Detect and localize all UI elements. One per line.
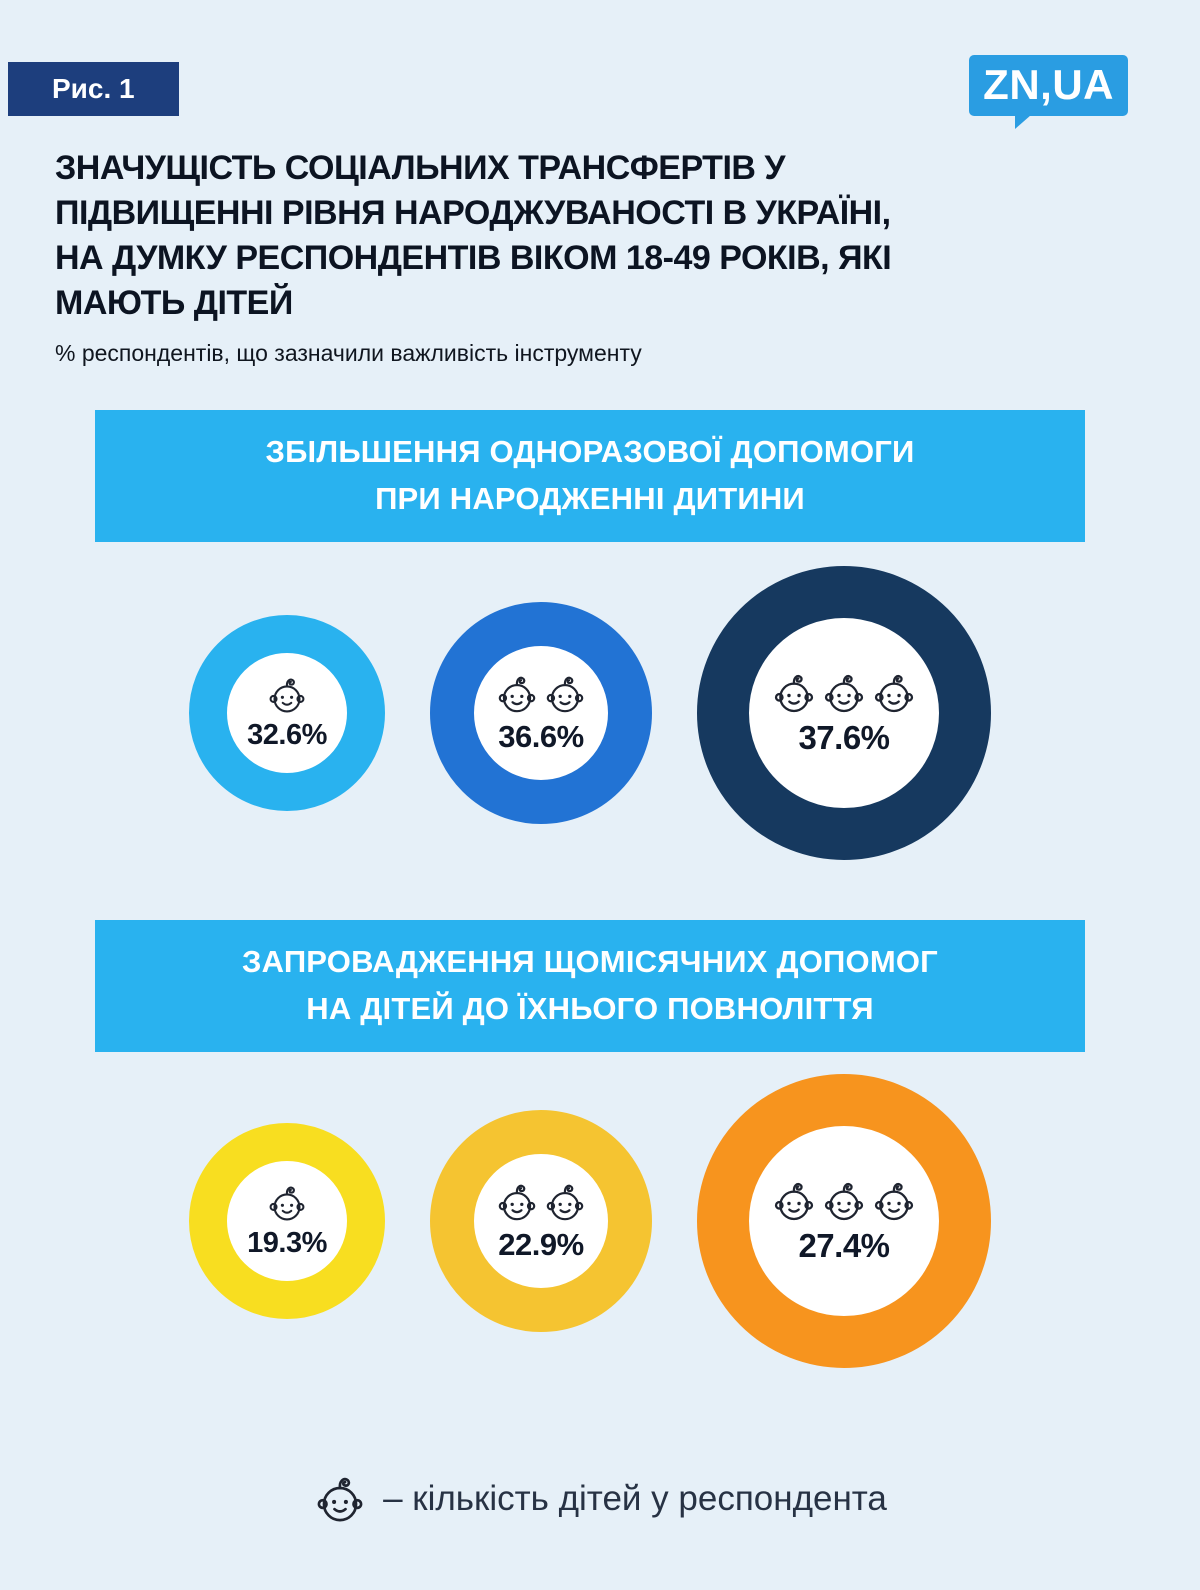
baby-icon bbox=[498, 676, 536, 712]
title-line-2: ПІДВИЩЕННІ РІВНЯ НАРОДЖУВАНОСТІ В УКРАЇН… bbox=[55, 193, 891, 232]
donut-one-time-2-children: 36.6% bbox=[430, 602, 652, 824]
baby-icons-group bbox=[771, 670, 917, 716]
donut-value: 36.6% bbox=[498, 718, 584, 754]
donut-monthly-2-children: 22.9% bbox=[430, 1110, 652, 1332]
donut-one-time-3-children: 37.6% bbox=[697, 566, 991, 860]
legend: – кількість дітей у респондента bbox=[0, 1472, 1200, 1526]
donut-monthly-1-child: 19.3% bbox=[189, 1123, 385, 1319]
legend-text: – кількість дітей у респондента bbox=[383, 1479, 887, 1518]
legend-baby-icon bbox=[313, 1472, 367, 1526]
baby-icon bbox=[546, 1184, 584, 1220]
donut-value: 32.6% bbox=[247, 719, 327, 751]
figure-label-badge: Рис. 1 bbox=[8, 62, 179, 116]
donut-value: 19.3% bbox=[247, 1227, 327, 1259]
baby-icons-group bbox=[495, 672, 587, 716]
donut-value: 37.6% bbox=[798, 718, 890, 756]
section-banner-monthly-aid: ЗАПРОВАДЖЕННЯ ЩОМІСЯЧНИХ ДОПОМОГ НА ДІТЕ… bbox=[95, 920, 1085, 1052]
donut-row-one-time-aid: 32.6% 36.6% bbox=[95, 560, 1085, 866]
baby-icon bbox=[269, 1186, 305, 1221]
page-title: ЗНАЧУЩІСТЬ СОЦІАЛЬНИХ ТРАНСФЕРТІВ У ПІДВ… bbox=[55, 146, 1145, 326]
baby-icon bbox=[546, 676, 584, 712]
banner-line: ЗАПРОВАДЖЕННЯ ЩОМІСЯЧНИХ ДОПОМОГ bbox=[242, 944, 938, 979]
donut-row-monthly-aid: 19.3% 22.9% bbox=[95, 1068, 1085, 1374]
baby-icon bbox=[774, 1182, 814, 1220]
title-line-4: МАЮТЬ ДІТЕЙ bbox=[55, 283, 293, 322]
banner-line: ПРИ НАРОДЖЕННІ ДИТИНИ bbox=[375, 480, 805, 516]
section-banner-one-time-aid: ЗБІЛЬШЕННЯ ОДНОРАЗОВОЇ ДОПОМОГИ ПРИ НАРО… bbox=[95, 410, 1085, 542]
baby-icon bbox=[498, 1184, 536, 1220]
donut-one-time-1-child: 32.6% bbox=[189, 615, 385, 811]
znua-logo: ZN,UA bbox=[969, 55, 1128, 129]
baby-icon bbox=[824, 674, 864, 712]
title-line-3: НА ДУМКУ РЕСПОНДЕНТІВ ВІКОМ 18-49 РОКІВ,… bbox=[55, 238, 892, 277]
banner-line: НА ДІТЕЙ ДО ЇХНЬОГО ПОВНОЛІТТЯ bbox=[306, 990, 874, 1026]
baby-icon bbox=[269, 678, 305, 713]
title-line-1: ЗНАЧУЩІСТЬ СОЦІАЛЬНИХ ТРАНСФЕРТІВ У bbox=[55, 149, 786, 187]
page-subtitle: % респондентів, що зазначили важливість … bbox=[55, 340, 642, 366]
baby-icons-group bbox=[495, 1180, 587, 1224]
baby-icon bbox=[317, 1477, 363, 1522]
baby-icon bbox=[824, 1182, 864, 1220]
donut-value: 22.9% bbox=[498, 1226, 584, 1262]
baby-icons-group bbox=[771, 1178, 917, 1224]
donut-value: 27.4% bbox=[798, 1226, 890, 1264]
donut-monthly-3-children: 27.4% bbox=[697, 1074, 991, 1368]
baby-icons-group bbox=[266, 1182, 308, 1224]
baby-icons-group bbox=[266, 674, 308, 716]
banner-line: ЗБІЛЬШЕННЯ ОДНОРАЗОВОЇ ДОПОМОГИ bbox=[265, 434, 915, 469]
baby-icon bbox=[874, 674, 914, 712]
baby-icon bbox=[874, 1182, 914, 1220]
baby-icon bbox=[774, 674, 814, 712]
